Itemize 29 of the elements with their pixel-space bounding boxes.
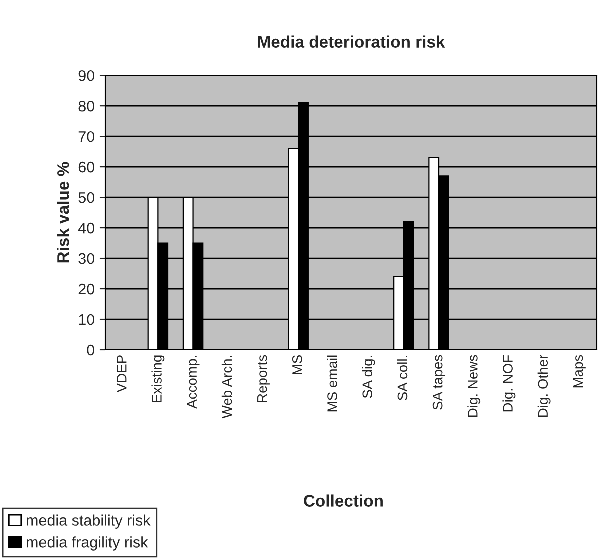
y-tick-label: 70 (78, 131, 95, 142)
legend-label: media fragility risk (26, 536, 148, 551)
x-tick-label: MS email (327, 356, 338, 412)
y-tick-label: 40 (78, 222, 95, 234)
y-tick-label: 50 (78, 192, 95, 204)
x-tick-label: Maps (573, 355, 586, 388)
y-tick-label: 20 (78, 284, 95, 295)
x-tick-label: MS (292, 356, 302, 375)
x-tick-label: SA coll. (397, 356, 408, 401)
y-tick-label: 60 (78, 162, 95, 173)
legend-label: media stability risk (26, 514, 151, 529)
x-tick-label: Accomp. (187, 356, 200, 409)
x-tick-label: Web Arch. (222, 356, 232, 419)
chart-title: Media deterioration risk (258, 36, 446, 48)
x-axis-title: Collection (304, 494, 383, 507)
y-axis-title: Risk value % (57, 162, 70, 263)
x-tick-label: Reports (258, 355, 270, 402)
x-tick-label: SA tapes (432, 355, 446, 410)
y-tick-label: 30 (78, 253, 95, 264)
x-tick-label: SA dig. (362, 356, 376, 398)
y-tick-label: 80 (78, 100, 95, 112)
x-tick-label: Dig. News (468, 355, 481, 418)
x-tick-label: VDEP (117, 356, 127, 393)
y-tick-label: 10 (79, 314, 95, 326)
y-tick-label: 90 (78, 70, 95, 82)
x-tick-label: Existing (152, 356, 165, 402)
x-tick-label: Dig. Other (538, 355, 551, 418)
x-tick-label: Dig. NOF (502, 355, 516, 412)
y-tick-label: 0 (87, 344, 95, 356)
